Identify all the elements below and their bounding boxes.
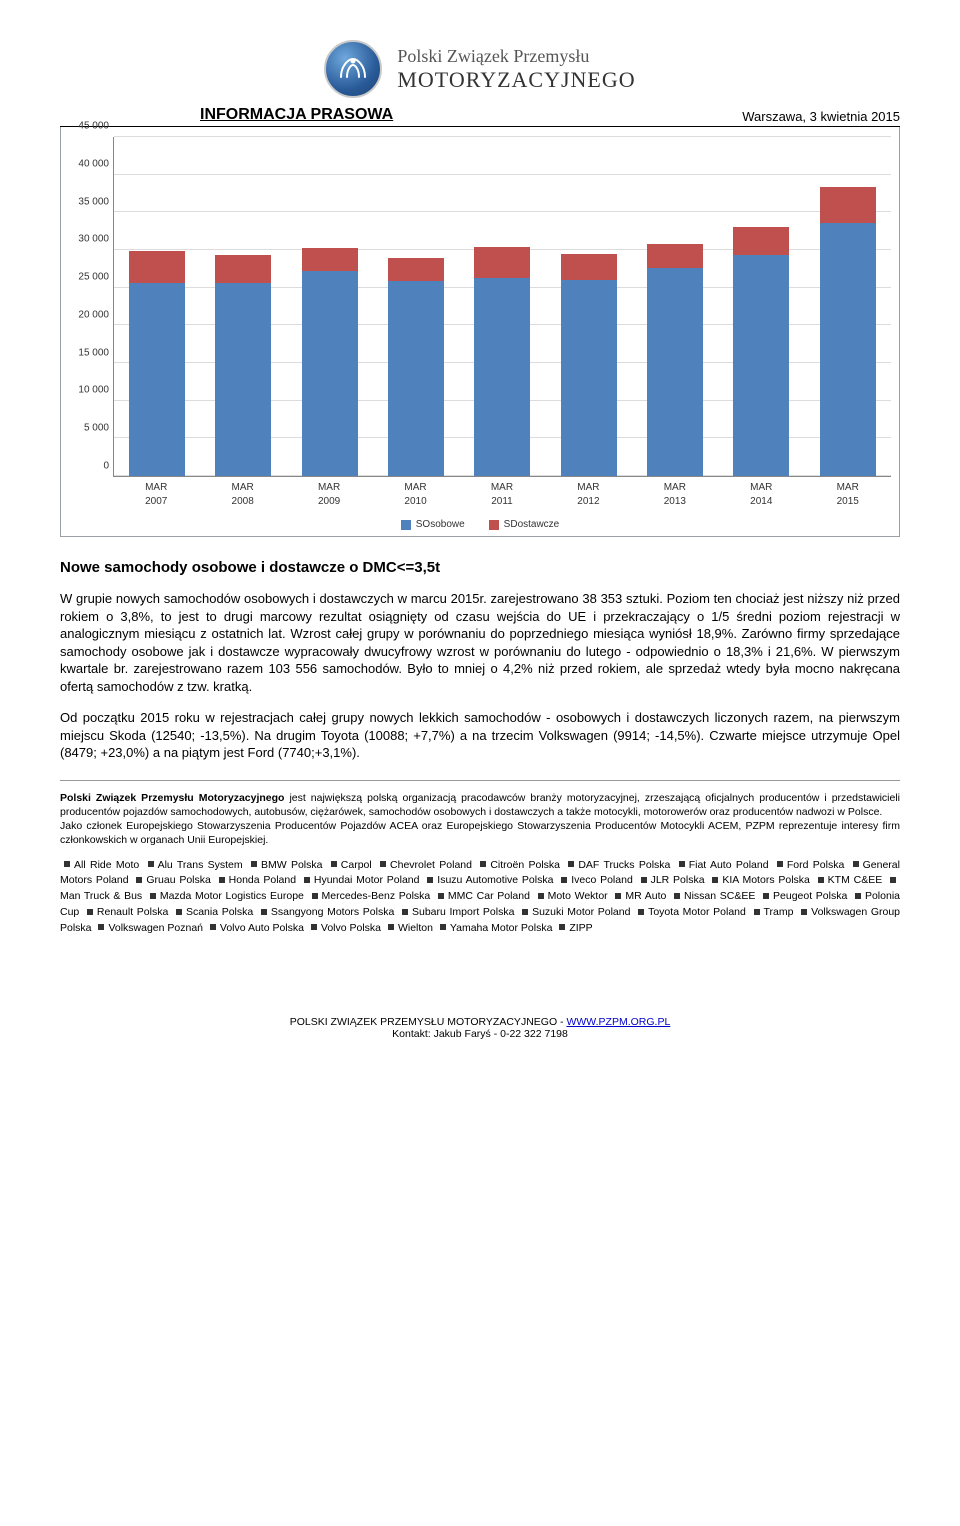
bar-dostawcze	[302, 248, 358, 271]
bar-osobowe	[733, 255, 789, 476]
banner-date: Warszawa, 3 kwietnia 2015	[742, 109, 900, 124]
plot-area	[113, 137, 891, 477]
separator	[60, 780, 900, 781]
org-line1: Polski Związek Przemysłu	[397, 46, 635, 67]
y-tick-label: 20 000	[78, 309, 109, 320]
org-name: Polski Związek Przemysłu MOTORYZACYJNEGO	[397, 46, 635, 92]
x-tick-label: MAR2013	[643, 477, 707, 509]
section-title: Nowe samochody osobowe i dostawcze o DMC…	[60, 559, 900, 576]
bar-osobowe	[388, 281, 444, 476]
contact-org: POLSKI ZWIĄZEK PRZEMYSŁU MOTORYZACYJNEGO…	[290, 1016, 567, 1028]
footer-description: Polski Związek Przemysłu Motoryzacyjnego…	[60, 791, 900, 848]
legend-swatch-osobowe	[401, 520, 411, 530]
y-tick-label: 40 000	[78, 158, 109, 169]
x-tick-label: MAR2015	[816, 477, 880, 509]
bars-group	[114, 137, 891, 476]
contact-person: Kontakt: Jakub Faryś - 0-22 322 7198	[392, 1028, 568, 1040]
legend-label-dostawcze: SDostawcze	[504, 519, 560, 530]
y-tick-label: 10 000	[78, 385, 109, 396]
banner-row: INFORMACJA PRASOWA Warszawa, 3 kwietnia …	[60, 106, 900, 127]
chart-legend: SOsobowe SDostawcze	[69, 519, 891, 530]
x-tick-label: MAR2009	[297, 477, 361, 509]
bar-dostawcze	[215, 255, 271, 283]
y-tick-label: 0	[103, 461, 109, 472]
bar-dostawcze	[820, 187, 876, 223]
chart-container: 0 5 000 10 000 15 000 20 000 25 000 30 000 35 0…	[60, 127, 900, 537]
bar-dostawcze	[474, 247, 530, 278]
bar-osobowe	[302, 271, 358, 477]
bar-dostawcze	[129, 251, 185, 283]
org-line2: MOTORYZACYJNEGO	[397, 67, 635, 92]
x-tick-label: MAR2011	[470, 477, 534, 509]
footer-org-bold: Polski Związek Przemysłu Motoryzacyjnego	[60, 792, 284, 804]
y-tick-label: 35 000	[78, 196, 109, 207]
legend-item-dostawcze: SDostawcze	[489, 519, 560, 530]
y-tick-label: 5 000	[84, 423, 109, 434]
bar-dostawcze	[733, 227, 789, 256]
bar-dostawcze	[561, 254, 617, 280]
x-labels-row: MAR2007 MAR2008 MAR2009 MAR2010 MAR2011 MAR20…	[113, 477, 891, 509]
y-tick-label: 45 000	[78, 121, 109, 132]
x-tick-label: MAR2010	[384, 477, 448, 509]
x-tick-label: MAR2014	[729, 477, 793, 509]
header: Polski Związek Przemysłu MOTORYZACYJNEGO	[60, 40, 900, 98]
x-tick-label: MAR2012	[556, 477, 620, 509]
x-axis: MAR2007 MAR2008 MAR2009 MAR2010 MAR2011 MAR20…	[113, 477, 891, 509]
bar-osobowe	[647, 268, 703, 476]
paragraph-2: Od początku 2015 roku w rejestracjach ca…	[60, 709, 900, 762]
bar-osobowe	[561, 280, 617, 476]
chart-area: 0 5 000 10 000 15 000 20 000 25 000 30 000 35 0…	[69, 137, 891, 477]
legend-item-osobowe: SOsobowe	[401, 519, 465, 530]
legend-swatch-dostawcze	[489, 520, 499, 530]
bar-osobowe	[474, 278, 530, 476]
bar-osobowe	[215, 283, 271, 476]
bar-osobowe	[129, 283, 185, 476]
contact-block: POLSKI ZWIĄZEK PRZEMYSŁU MOTORYZACYJNEGO…	[60, 1016, 900, 1040]
legend-label-osobowe: SOsobowe	[416, 519, 465, 530]
y-tick-label: 15 000	[78, 347, 109, 358]
y-tick-label: 25 000	[78, 272, 109, 283]
members-list: All Ride Moto Alu Trans System BMW Polsk…	[60, 858, 900, 937]
logo-icon	[324, 40, 382, 98]
contact-url[interactable]: WWW.PZPM.ORG.PL	[566, 1016, 670, 1028]
y-axis: 0 5 000 10 000 15 000 20 000 25 000 30 000 35 0…	[69, 137, 113, 477]
bar-dostawcze	[388, 258, 444, 281]
bar-osobowe	[820, 223, 876, 476]
x-tick-label: MAR2007	[124, 477, 188, 509]
paragraph-1: W grupie nowych samochodów osobowych i d…	[60, 590, 900, 695]
y-tick-label: 30 000	[78, 234, 109, 245]
footer-desc-2: Jako członek Europejskiego Stowarzyszeni…	[60, 820, 900, 846]
bar-dostawcze	[647, 244, 703, 268]
x-tick-label: MAR2008	[211, 477, 275, 509]
banner-title: INFORMACJA PRASOWA	[200, 106, 393, 124]
